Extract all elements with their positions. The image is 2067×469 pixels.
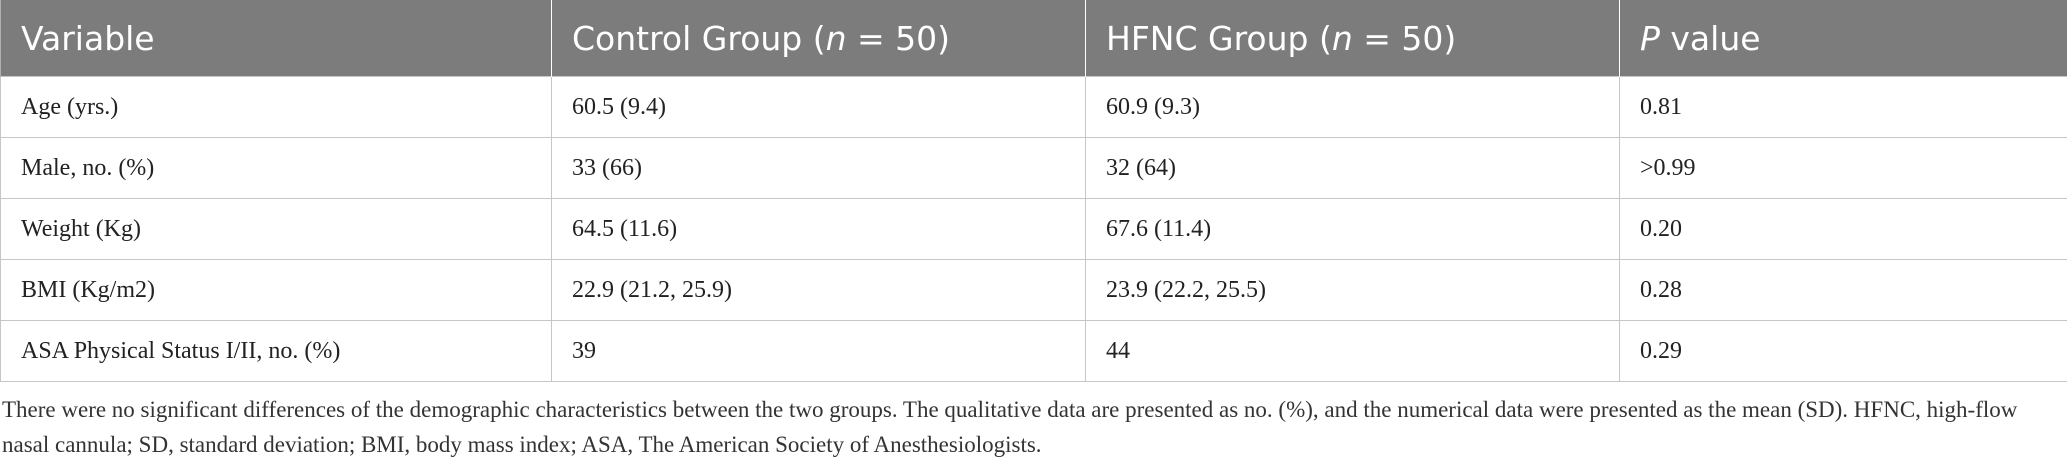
cell-control: 64.5 (11.6) [551,198,1086,260]
header-row: Variable Control Group (n = 50) HFNC Gro… [0,0,2067,77]
table-row: Male, no. (%) 33 (66) 32 (64) >0.99 [0,137,2067,199]
header-control-n: n [825,18,847,58]
cell-control: 22.9 (21.2, 25.9) [551,259,1086,321]
header-p-value: P value [1619,0,2067,77]
cell-variable: Age (yrs.) [0,76,552,138]
demographics-table: Variable Control Group (n = 50) HFNC Gro… [0,0,2067,382]
cell-variable: Weight (Kg) [0,198,552,260]
header-variable-label: Variable [21,18,155,58]
cell-hfnc: 44 [1085,320,1620,382]
cell-p-value: 0.29 [1619,320,2067,382]
header-control-prefix: Control Group ( [572,18,826,58]
cell-control: 60.5 (9.4) [551,76,1086,138]
header-hfnc-n: n [1331,18,1353,58]
header-hfnc-group: HFNC Group (n = 50) [1085,0,1620,77]
header-control-group: Control Group (n = 50) [551,0,1086,77]
cell-p-value: 0.28 [1619,259,2067,321]
table-row: Weight (Kg) 64.5 (11.6) 67.6 (11.4) 0.20 [0,198,2067,260]
cell-p-value: 0.20 [1619,198,2067,260]
header-p-suffix: value [1659,18,1761,58]
table-row: Age (yrs.) 60.5 (9.4) 60.9 (9.3) 0.81 [0,76,2067,138]
table-row: ASA Physical Status I/II, no. (%) 39 44 … [0,320,2067,382]
table-footnote: There were no significant differences of… [2,397,2018,457]
cell-p-value: >0.99 [1619,137,2067,199]
table-body: Age (yrs.) 60.5 (9.4) 60.9 (9.3) 0.81 Ma… [0,76,2067,382]
cell-hfnc: 32 (64) [1085,137,1620,199]
cell-p-value: 0.81 [1619,76,2067,138]
demographics-table-container: Variable Control Group (n = 50) HFNC Gro… [0,0,2067,382]
cell-hfnc: 23.9 (22.2, 25.5) [1085,259,1620,321]
table-row: BMI (Kg/m2) 22.9 (21.2, 25.9) 23.9 (22.2… [0,259,2067,321]
header-p-italic: P [1640,18,1660,58]
table-header: Variable Control Group (n = 50) HFNC Gro… [0,0,2067,77]
header-control-suffix: = 50) [846,18,951,58]
cell-variable: BMI (Kg/m2) [0,259,552,321]
header-hfnc-suffix: = 50) [1352,18,1457,58]
cell-hfnc: 67.6 (11.4) [1085,198,1620,260]
cell-variable: ASA Physical Status I/II, no. (%) [0,320,552,382]
cell-hfnc: 60.9 (9.3) [1085,76,1620,138]
header-hfnc-prefix: HFNC Group ( [1106,18,1332,58]
cell-control: 39 [551,320,1086,382]
cell-variable: Male, no. (%) [0,137,552,199]
header-variable: Variable [0,0,552,77]
cell-control: 33 (66) [551,137,1086,199]
